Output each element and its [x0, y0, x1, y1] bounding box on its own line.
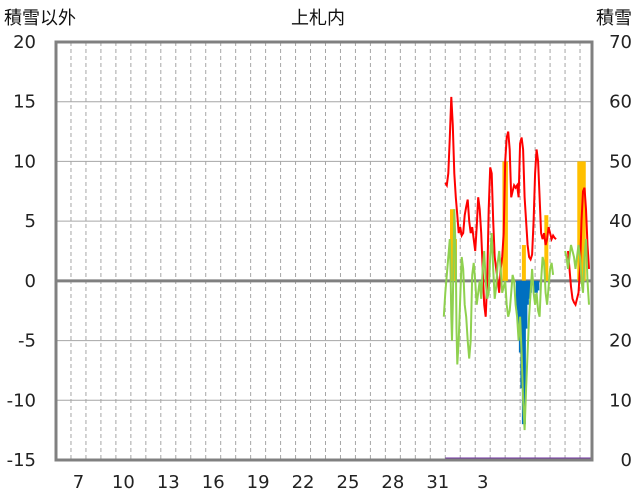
negative-bar [535, 280, 540, 291]
x-tick-label: 25 [337, 472, 360, 493]
x-tick-label: 13 [157, 472, 180, 493]
x-tick-label: 28 [381, 472, 404, 493]
plot-border [54, 40, 594, 462]
y-right-tick-label: 10 [609, 390, 632, 411]
y-right-tick-label: 30 [609, 271, 632, 292]
negative-bar [527, 280, 532, 293]
y-right-tick-label: 20 [609, 331, 632, 352]
y-right-tick-label: 60 [609, 92, 632, 113]
chart-title: 上札内 [291, 8, 345, 29]
x-tick-label: 7 [73, 472, 84, 493]
x-tick-label: 3 [477, 472, 488, 493]
precip-bar [503, 161, 508, 281]
y-right-tick-label: 70 [609, 32, 632, 53]
right-y-axis: 70 60 50 40 30 20 10 0 [609, 32, 632, 471]
green-series-line [564, 239, 590, 305]
y-left-tick-label: 20 [13, 32, 36, 53]
negative-bar [521, 280, 526, 425]
x-tick-label: 19 [247, 472, 270, 493]
y-left-tick-label: 10 [13, 151, 36, 172]
precip-bar [521, 245, 526, 281]
y-left-tick-label: -10 [7, 390, 36, 411]
left-y-axis: 20 15 10 5 0 -5 -10 -15 [7, 32, 36, 471]
plot-area [56, 96, 592, 461]
y-right-tick-label: 0 [621, 450, 632, 471]
y-left-tick-label: 0 [25, 271, 36, 292]
precip-bar [544, 215, 549, 281]
x-tick-label: 31 [426, 472, 449, 493]
y-left-tick-label: 15 [13, 92, 36, 113]
y-right-tick-label: 50 [609, 151, 632, 172]
red-series-line [567, 187, 590, 308]
plot-frame [54, 40, 594, 462]
right-axis-title: 積雪 [596, 8, 632, 29]
x-tick-label: 22 [292, 472, 315, 493]
grid [56, 42, 592, 460]
y-right-tick-label: 40 [609, 211, 632, 232]
left-axis-title: 積雪以外 [4, 8, 76, 29]
x-tick-label: 16 [202, 472, 225, 493]
green-series-line [442, 209, 555, 431]
y-left-tick-label: 5 [25, 211, 36, 232]
y-left-tick-label: -5 [18, 331, 36, 352]
x-axis: 7 10 13 16 19 22 25 28 31 3 [73, 472, 489, 493]
y-left-tick-label: -15 [7, 450, 36, 471]
x-tick-label: 10 [112, 472, 135, 493]
precip-bar [581, 161, 586, 281]
